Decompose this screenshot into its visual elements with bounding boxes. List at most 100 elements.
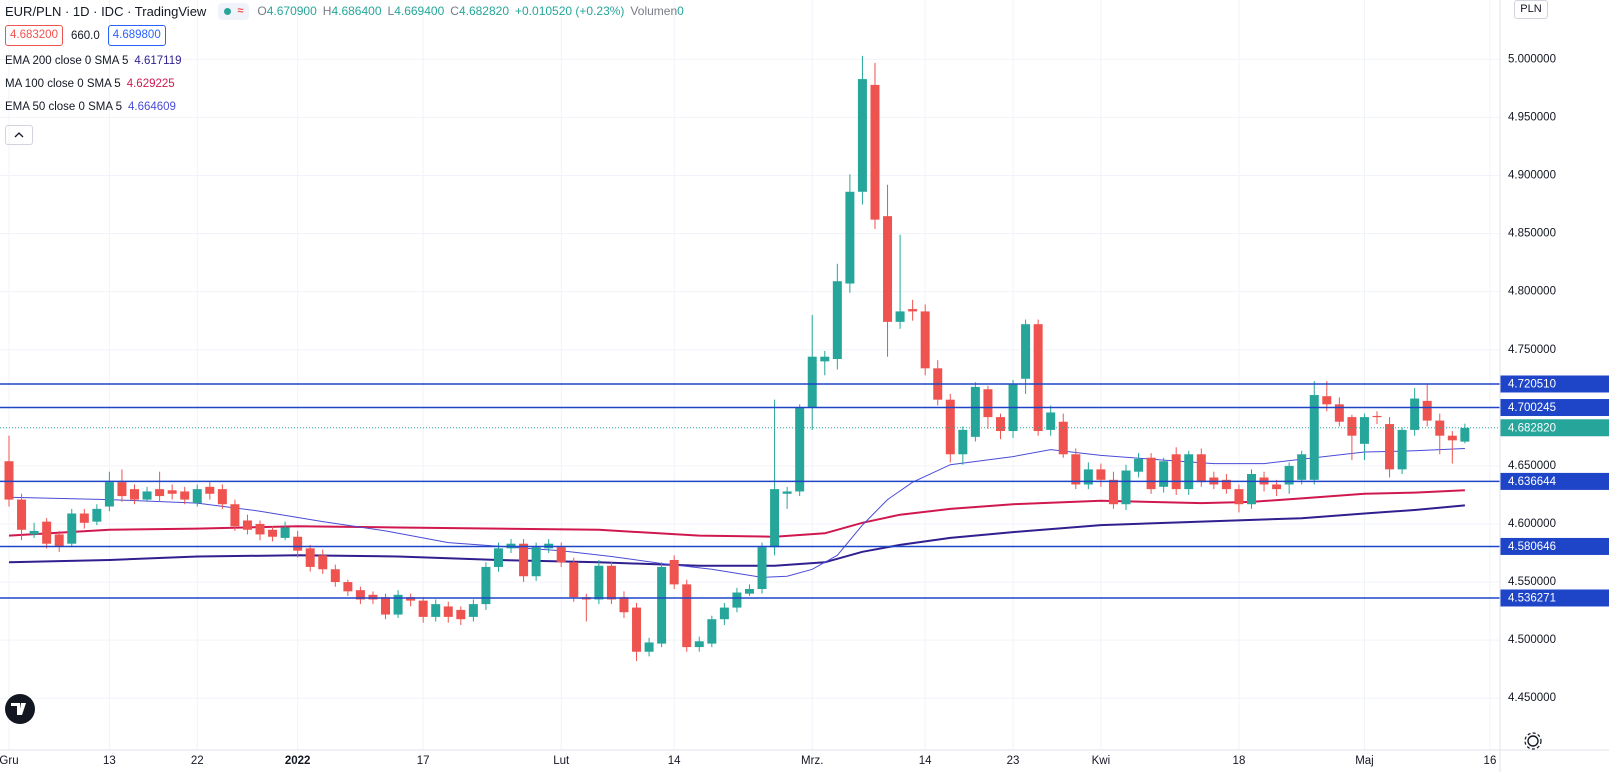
candle-body	[732, 592, 742, 608]
volume-label: Volumen	[630, 4, 678, 18]
level-tag	[1500, 375, 1609, 393]
candle-body	[29, 530, 39, 535]
candle-body	[770, 489, 780, 548]
candle-body	[456, 609, 466, 620]
last-price-tag	[1500, 419, 1609, 437]
x-tick-label: Lut	[553, 755, 570, 767]
y-tick-label: 4.900000	[1508, 170, 1556, 182]
y-tick-label: 4.650000	[1508, 460, 1556, 472]
x-tick-label: 18	[1233, 755, 1246, 767]
candle-body	[1033, 324, 1043, 432]
x-tick-label: 14	[668, 755, 681, 767]
candle-body	[1272, 484, 1282, 490]
candle-body	[707, 619, 717, 644]
candle-body	[594, 565, 604, 600]
candles	[4, 55, 1470, 662]
x-tick-label: Maj	[1355, 755, 1374, 767]
candle-body	[343, 582, 353, 592]
x-tick-label: Mrz.	[801, 755, 823, 767]
x-tick-label: 13	[103, 755, 116, 767]
ohlc-value: 4.686400	[331, 4, 382, 18]
candle-body	[1372, 415, 1382, 418]
candle-body	[230, 504, 240, 527]
change: +0.010520 (+0.23%)	[515, 4, 625, 18]
buy-button[interactable]: 4.689800	[107, 25, 166, 46]
candle-body	[1134, 458, 1144, 472]
candle-body	[1159, 461, 1169, 487]
x-tick-label: 16	[1484, 755, 1497, 767]
candle-body	[1108, 479, 1118, 505]
legend-row[interactable]: MA 100 close 0 SMA 5 4.629225	[5, 78, 175, 90]
legend-value: 4.664609	[127, 101, 176, 113]
trade-panel: 4.683200 660.0 4.689800	[5, 25, 166, 46]
symbol[interactable]: EUR/PLN · 1D · IDC · TradingView	[5, 3, 207, 19]
candle-body	[619, 597, 629, 613]
ohlc-value: 4.669400	[394, 4, 445, 18]
x-tick-label: 17	[417, 755, 430, 767]
sell-button[interactable]: 4.683200	[5, 25, 63, 46]
candle-body	[1021, 324, 1031, 379]
candle-body	[606, 565, 616, 600]
y-tick-label: 4.450000	[1508, 692, 1556, 704]
indicator-line	[8, 448, 1465, 578]
legend-row[interactable]: EMA 200 close 0 SMA 5 4.617119	[5, 55, 182, 67]
header: EUR/PLN · 1D · IDC · TradingView ≈ O 4.67…	[5, 1, 690, 21]
candle-body	[255, 523, 265, 535]
candle-body	[995, 417, 1005, 432]
y-tick-label: 4.950000	[1508, 111, 1556, 123]
candle-body	[192, 489, 202, 504]
candle-body	[682, 584, 692, 648]
candle-body	[519, 543, 529, 577]
candle-body	[330, 569, 340, 583]
candle-body	[1385, 424, 1395, 470]
candle-body	[632, 607, 642, 652]
candle-body	[493, 548, 503, 567]
y-tick-label: 4.600000	[1508, 518, 1556, 530]
candle-body	[556, 547, 566, 563]
candle-body	[406, 597, 416, 601]
ohlc-key: O	[257, 4, 267, 18]
ohlc-value: 4.682820	[458, 4, 509, 18]
candle-body	[368, 594, 378, 600]
candle-body	[531, 547, 541, 577]
candle-body	[820, 356, 830, 362]
candle-body	[1121, 470, 1131, 505]
status[interactable]: ≈	[218, 2, 250, 20]
legend-name: EMA 50 close 0 SMA 5	[5, 101, 122, 113]
currency-button[interactable]: PLN	[1514, 0, 1548, 19]
legend-row[interactable]: EMA 50 close 0 SMA 5 4.664609	[5, 101, 176, 113]
candle-body	[1422, 400, 1432, 421]
ohlc-key: H	[322, 4, 332, 18]
candle-body	[694, 641, 704, 648]
candle-body	[318, 555, 328, 570]
legend-name: EMA 200 close 0 SMA 5	[5, 55, 129, 67]
candle-body	[481, 566, 491, 605]
candle-body	[757, 547, 767, 590]
collapse-button[interactable]	[5, 125, 33, 145]
candle-body	[305, 548, 315, 567]
candle-body	[381, 597, 391, 615]
candle-body	[1284, 465, 1294, 485]
y-tick-label: 4.500000	[1508, 634, 1556, 646]
indicator-line	[8, 489, 1465, 538]
candle-body	[569, 562, 579, 598]
candle-body	[205, 486, 215, 494]
candle-body	[719, 607, 729, 620]
legend-value: 4.617119	[134, 55, 182, 67]
levels: 4.720510 4.700245 4.636644 4.580646 4.536271…	[0, 375, 1609, 607]
candle-body	[443, 606, 453, 617]
candle-body	[1410, 398, 1420, 430]
level-tag	[1500, 537, 1609, 555]
candle-body	[468, 604, 478, 617]
candle-body	[1146, 457, 1156, 490]
x-tick-label: 23	[1007, 755, 1020, 767]
ohlc-key: L	[387, 4, 395, 18]
settings-icon[interactable]	[1524, 732, 1542, 750]
candle-body	[1447, 435, 1457, 441]
candle-body	[418, 600, 428, 617]
candle-body	[870, 84, 880, 220]
y-tick-label: 4.550000	[1508, 576, 1556, 588]
